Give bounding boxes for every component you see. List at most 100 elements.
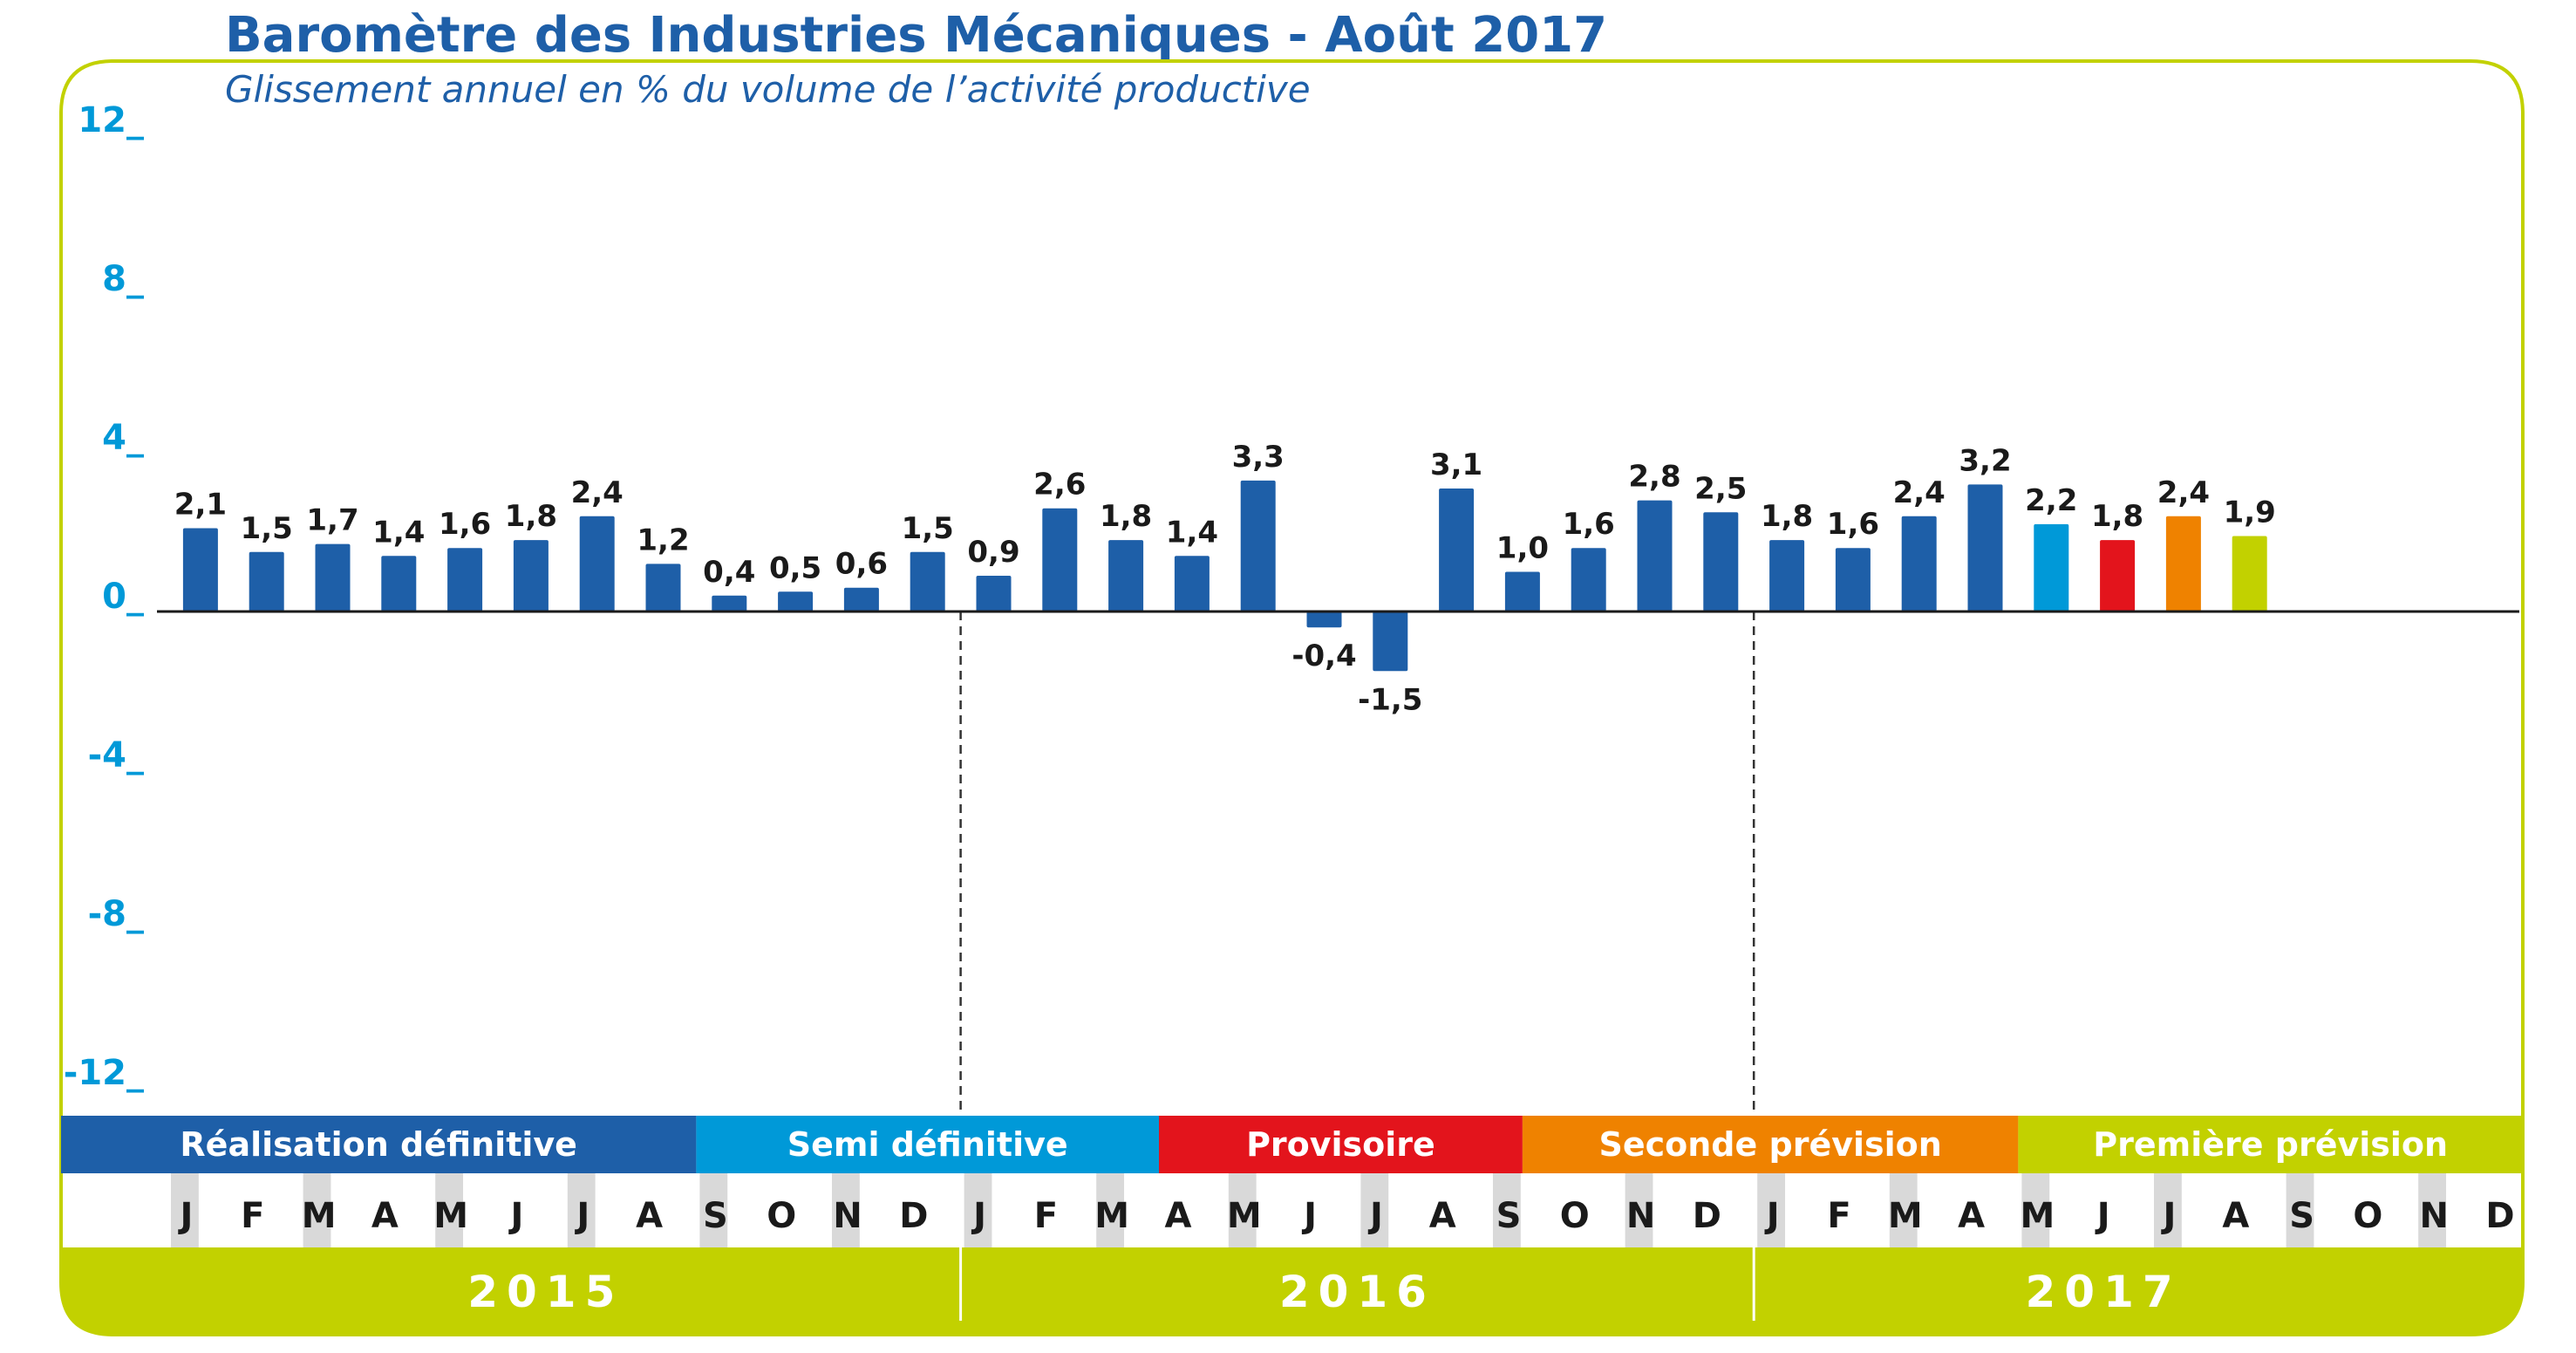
- y-tick-label: 12_: [78, 100, 144, 140]
- data-label: -0,4: [1291, 639, 1356, 673]
- bar: [1439, 488, 1475, 612]
- phase-label: Semi définitive: [787, 1125, 1068, 1164]
- month-label: N: [2419, 1196, 2448, 1236]
- month-label: D: [2485, 1196, 2514, 1236]
- month-label: M: [302, 1196, 337, 1236]
- phase-band: [696, 1116, 1159, 1173]
- bar: [645, 564, 681, 612]
- month-label: O: [1560, 1196, 1590, 1236]
- month-shade: [832, 1173, 860, 1247]
- bar: [1769, 540, 1805, 612]
- data-label: 2,5: [1694, 471, 1747, 506]
- bar: [2232, 536, 2267, 612]
- data-label: 2,4: [2157, 475, 2210, 510]
- month-label: M: [433, 1196, 468, 1236]
- month-shade: [964, 1173, 992, 1247]
- data-labels: 2,1 1,5 1,7 1,4 1,6 1,8 2,4 1,2 0,4 0,5 0,6 1,5 0,9 2…: [174, 440, 2276, 717]
- month-label: J: [574, 1196, 589, 1236]
- chart-subtitle: Glissement annuel en % du volume de l’ac…: [225, 68, 1311, 111]
- x-axis-years: 2015 2016 2017: [467, 1267, 2172, 1317]
- month-label: N: [833, 1196, 862, 1236]
- month-label: M: [1888, 1196, 1923, 1236]
- data-label: 1,4: [1166, 515, 1218, 550]
- phase-band: [1159, 1116, 1523, 1173]
- month-shade: [2286, 1173, 2314, 1247]
- month-label: J: [1301, 1196, 1317, 1236]
- data-label: 1,2: [637, 523, 689, 557]
- bar: [2034, 523, 2069, 612]
- month-label: A: [1165, 1196, 1192, 1236]
- data-label: 3,2: [1959, 443, 2011, 478]
- data-label: 0,4: [703, 555, 755, 590]
- month-shade: [2418, 1173, 2447, 1247]
- y-axis: 12_ 8_ 4_ 0_ -4_ -8_ -12_: [64, 100, 144, 1093]
- month-label: D: [1693, 1196, 1721, 1236]
- data-label: 3,3: [1232, 440, 1285, 475]
- month-shade: [1493, 1173, 1521, 1247]
- month-label: J: [2095, 1196, 2110, 1236]
- data-label: 1,6: [1563, 507, 1615, 542]
- bar: [1108, 540, 1144, 612]
- year-label: 2016: [1279, 1267, 1435, 1317]
- bar: [1835, 548, 1871, 612]
- y-tick-label: -8_: [88, 894, 144, 934]
- month-label: S: [2289, 1196, 2314, 1236]
- phase-label: Réalisation définitive: [180, 1125, 577, 1164]
- data-label: 3,1: [1430, 448, 1482, 482]
- data-label: 2,8: [1628, 460, 1680, 495]
- month-label: J: [971, 1196, 986, 1236]
- month-label: M: [1094, 1196, 1129, 1236]
- month-label: S: [1496, 1196, 1522, 1236]
- y-tick-label: -12_: [64, 1053, 144, 1093]
- data-label: 2,2: [2025, 483, 2077, 518]
- phase-band: [61, 1116, 697, 1173]
- bar: [976, 576, 1012, 612]
- month-label: A: [636, 1196, 663, 1236]
- bar: [843, 587, 879, 612]
- bar: [1306, 612, 1342, 628]
- data-label: 2,6: [1033, 468, 1086, 502]
- month-label: N: [1626, 1196, 1655, 1236]
- month-label: A: [1958, 1196, 1985, 1236]
- bar: [712, 595, 747, 612]
- chart-title: Baromètre des Industries Mécaniques - Ao…: [225, 7, 1608, 64]
- month-shading: [171, 1173, 2447, 1247]
- data-label: 2,1: [174, 487, 227, 522]
- bar: [2165, 516, 2201, 612]
- month-shade: [1096, 1173, 1125, 1247]
- month-shade: [1360, 1173, 1389, 1247]
- bars: [182, 480, 2267, 672]
- month-shade: [1889, 1173, 1918, 1247]
- bar: [182, 528, 218, 612]
- y-tick-label: 8_: [102, 259, 144, 299]
- data-label: 2,4: [571, 475, 624, 510]
- data-label: 1,8: [1100, 499, 1152, 534]
- month-label: F: [241, 1196, 264, 1236]
- year-label: 2015: [467, 1267, 624, 1317]
- frame-outline: [59, 59, 2525, 1336]
- month-shade: [435, 1173, 464, 1247]
- month-shade: [567, 1173, 596, 1247]
- data-label: -1,5: [1358, 682, 1422, 717]
- phase-legend: Réalisation définitive Semi définitive Pro…: [61, 1116, 2523, 1173]
- bar: [447, 548, 483, 612]
- month-shade: [2021, 1173, 2050, 1247]
- bar: [1504, 571, 1540, 612]
- data-label: 0,6: [835, 547, 888, 582]
- month-shade: [303, 1173, 331, 1247]
- month-label: A: [371, 1196, 399, 1236]
- phase-band: [2018, 1116, 2523, 1173]
- y-tick-label: 0_: [102, 577, 144, 617]
- data-label: 1,0: [1496, 531, 1549, 566]
- bar: [910, 551, 945, 612]
- bar: [2100, 540, 2136, 612]
- month-shade: [1625, 1173, 1653, 1247]
- month-label: J: [2161, 1196, 2177, 1236]
- month-label: M: [2020, 1196, 2055, 1236]
- month-label: S: [703, 1196, 728, 1236]
- month-label: A: [1429, 1196, 1456, 1236]
- data-label: 1,6: [1827, 507, 1879, 542]
- dividers: [959, 612, 1755, 1321]
- year-band: [61, 1247, 2523, 1335]
